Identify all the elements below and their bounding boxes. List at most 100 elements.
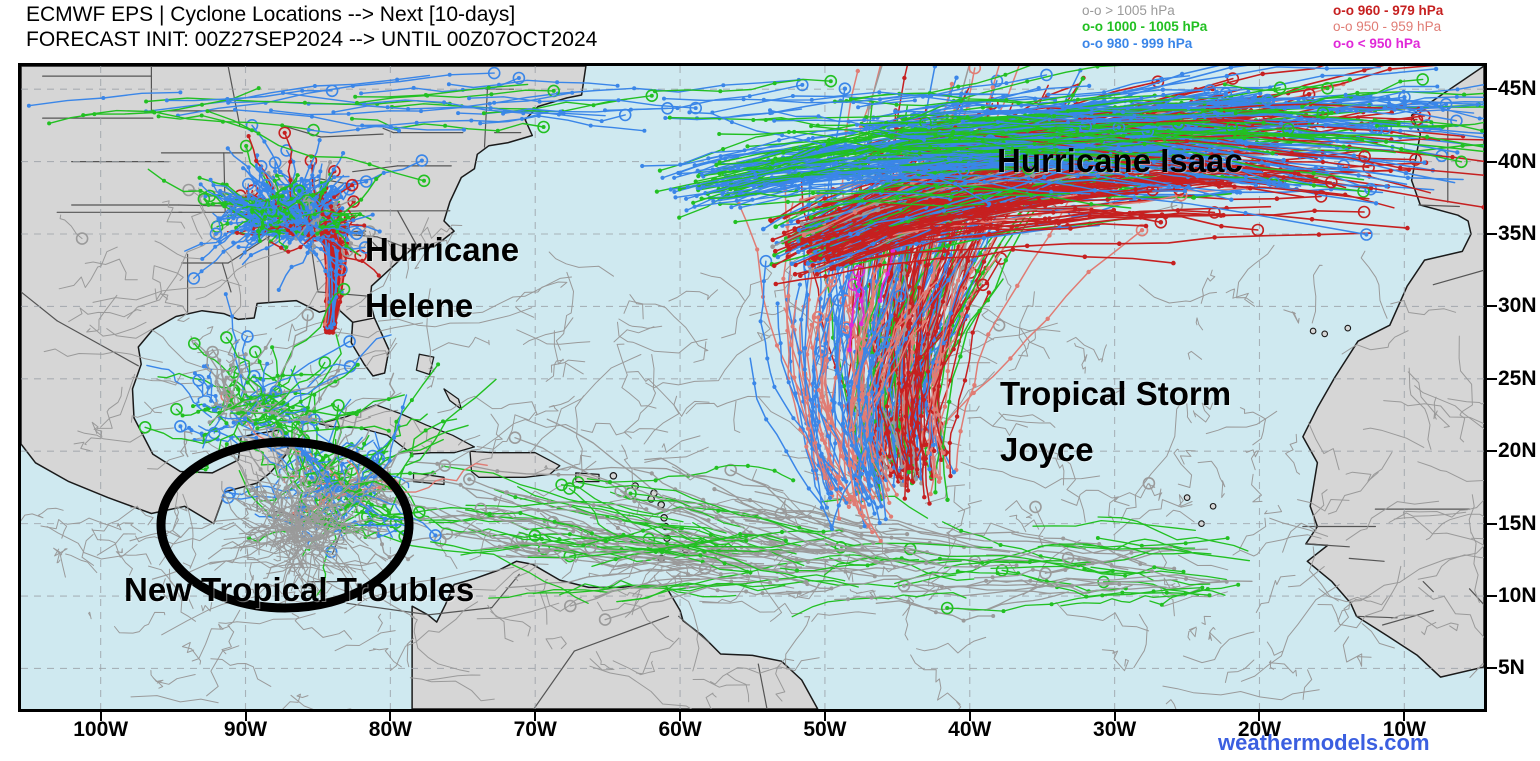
border-line-46 <box>346 602 431 616</box>
ensemble-track <box>84 258 138 281</box>
track-point <box>775 254 781 260</box>
track-point <box>773 281 779 287</box>
track-point <box>1149 569 1154 574</box>
track-point <box>1120 590 1125 595</box>
ensemble-track <box>290 694 352 709</box>
ensemble-track <box>345 343 398 365</box>
ensemble-track <box>1133 614 1148 669</box>
track-point <box>919 413 924 419</box>
track-point <box>1398 165 1403 170</box>
track-point <box>872 574 877 579</box>
track-point <box>801 232 807 238</box>
ensemble-track <box>91 528 152 565</box>
ensemble-track <box>702 600 803 615</box>
ensemble-track <box>406 637 414 668</box>
ensemble-track <box>1360 250 1388 319</box>
ensemble-track <box>1327 451 1393 515</box>
track-point <box>875 384 880 389</box>
track-point <box>922 253 927 259</box>
ensemble-track <box>545 330 564 382</box>
ensemble-track <box>92 279 242 303</box>
track-point <box>1461 92 1467 97</box>
track-point <box>1044 579 1049 584</box>
ensemble-track <box>86 294 118 333</box>
ensemble-track <box>671 466 709 481</box>
ensemble-track <box>66 505 138 526</box>
ensemble-track <box>1239 407 1267 446</box>
track-point <box>1387 66 1393 72</box>
track-point <box>996 202 1001 207</box>
track-point <box>946 277 951 283</box>
track-point <box>744 538 749 543</box>
ensemble-track <box>1018 291 1035 357</box>
track-point <box>791 478 796 483</box>
ensemble-track <box>788 293 818 343</box>
track-point <box>880 390 885 395</box>
track-point <box>889 514 894 519</box>
ensemble-track <box>618 318 663 329</box>
landmass-atlantic-island-4 <box>1321 330 1329 338</box>
landmass-island-3 <box>412 472 445 486</box>
track-point <box>659 550 665 555</box>
track-point <box>545 550 550 554</box>
track-point <box>971 390 976 396</box>
track-endpoint <box>563 482 576 495</box>
ensemble-track <box>527 538 825 559</box>
track-point <box>1271 180 1277 185</box>
track-point <box>948 311 954 316</box>
ensemble-track <box>246 537 259 549</box>
track-point <box>792 226 797 231</box>
ensemble-track <box>464 509 593 534</box>
ensemble-track <box>65 553 98 574</box>
track-point <box>995 226 1000 232</box>
track-point <box>538 542 543 547</box>
ensemble-track <box>198 187 242 317</box>
track-point <box>930 273 935 278</box>
ensemble-track <box>946 486 966 549</box>
ensemble-track <box>1020 327 1050 359</box>
ensemble-track <box>1043 446 1065 486</box>
track-point <box>755 247 760 252</box>
track-point <box>1015 283 1020 288</box>
track-point <box>879 358 884 363</box>
track-point <box>945 606 950 610</box>
track-point <box>814 468 819 473</box>
track-point <box>556 472 561 477</box>
track-point <box>835 339 840 344</box>
track-endpoint <box>838 82 852 96</box>
track-point <box>986 332 991 337</box>
track-point <box>958 354 963 359</box>
track-point <box>870 466 875 471</box>
track-point <box>965 306 970 311</box>
ensemble-track <box>990 565 1228 581</box>
ensemble-track <box>218 613 316 625</box>
ensemble-track <box>366 507 553 529</box>
ensemble-track <box>1302 669 1313 700</box>
track-point <box>467 477 472 482</box>
track-point <box>814 235 820 240</box>
ensemble-track <box>594 509 841 561</box>
ensemble-track <box>901 578 1178 593</box>
ensemble-track <box>721 267 773 339</box>
map-canvas[interactable] <box>18 63 1487 712</box>
track-point <box>775 578 780 583</box>
track-point <box>1239 94 1245 100</box>
border-line-60 <box>1355 615 1398 619</box>
track-point <box>1080 76 1086 81</box>
ensemble-track <box>1268 660 1297 677</box>
track-point <box>869 595 874 600</box>
track-point <box>945 497 950 502</box>
track-point <box>1312 208 1317 214</box>
ensemble-track <box>21 507 64 522</box>
track-point <box>782 508 787 513</box>
track-point <box>913 253 919 258</box>
ensemble-track <box>161 578 168 599</box>
track-point <box>1424 134 1430 140</box>
ensemble-track <box>1173 448 1193 488</box>
ensemble-track <box>643 395 680 445</box>
track-point <box>888 315 893 320</box>
track-point <box>945 464 951 469</box>
track-point <box>1207 593 1212 598</box>
track-point <box>1051 210 1056 215</box>
ensemble-track <box>484 507 591 535</box>
